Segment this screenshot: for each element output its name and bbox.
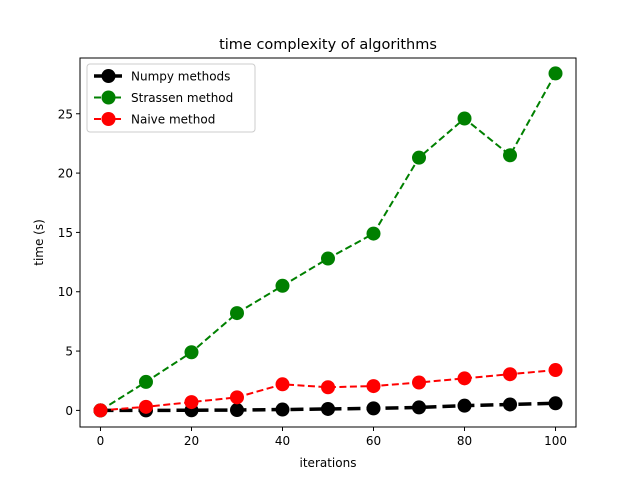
data-point	[457, 111, 472, 126]
data-point	[229, 403, 244, 418]
data-point	[503, 397, 518, 412]
data-point	[548, 66, 563, 81]
legend-label: Numpy methods	[131, 70, 230, 84]
x-axis-label: iterations	[300, 456, 357, 470]
data-point	[275, 377, 290, 392]
y-tick-label: 15	[58, 226, 73, 240]
series-line	[100, 369, 556, 412]
data-point	[138, 374, 153, 389]
y-tick-label: 20	[58, 167, 73, 181]
axes-frame	[79, 57, 577, 428]
data-point	[229, 390, 244, 405]
legend-swatch-marker	[101, 112, 116, 126]
data-point	[321, 251, 335, 266]
plot-area	[93, 66, 563, 418]
data-point	[366, 401, 381, 416]
legend-box	[86, 63, 256, 133]
axis-ticks: 0 20 40 60 80 100 0 5 10 15 20 25	[58, 107, 567, 448]
data-point	[503, 367, 518, 382]
y-tick-label: 25	[58, 107, 73, 121]
y-tick-label: 10	[58, 285, 73, 299]
legend: Numpy methods Strassen method Naive method	[86, 63, 256, 133]
series-naive-method	[93, 363, 563, 418]
data-point	[138, 399, 153, 414]
data-point	[275, 402, 290, 417]
legend-label: Strassen method	[131, 91, 233, 105]
x-tick-label: 0	[97, 434, 105, 448]
chart-title: time complexity of algorithms	[219, 37, 437, 53]
y-tick-label: 0	[65, 404, 73, 418]
data-point	[366, 226, 381, 241]
data-point	[321, 401, 335, 416]
x-tick-label: 40	[275, 434, 290, 448]
x-tick-label: 60	[366, 434, 381, 448]
data-point	[321, 380, 335, 395]
x-tick-label: 20	[184, 434, 199, 448]
data-point	[457, 371, 472, 386]
data-point	[93, 403, 108, 418]
y-axis-label: time (s)	[32, 219, 46, 266]
x-tick-label: 80	[457, 434, 472, 448]
legend-item: Naive method	[94, 112, 215, 127]
legend-swatch-marker	[101, 69, 116, 83]
legend-label: Naive method	[131, 113, 215, 127]
data-point	[184, 345, 199, 360]
data-point	[366, 379, 381, 394]
legend-item: Numpy methods	[94, 69, 230, 84]
data-point	[548, 363, 563, 378]
data-point	[412, 400, 427, 415]
data-point	[457, 398, 472, 413]
data-point	[412, 375, 427, 390]
data-point	[412, 150, 427, 165]
x-tick-label: 100	[544, 434, 567, 448]
legend-swatch-marker	[101, 90, 116, 105]
legend-item: Strassen method	[94, 90, 233, 105]
data-point	[229, 306, 244, 321]
data-point	[275, 278, 290, 293]
data-point	[548, 396, 563, 411]
data-point	[184, 395, 199, 410]
data-point	[503, 148, 518, 163]
y-tick-label: 5	[65, 345, 73, 359]
